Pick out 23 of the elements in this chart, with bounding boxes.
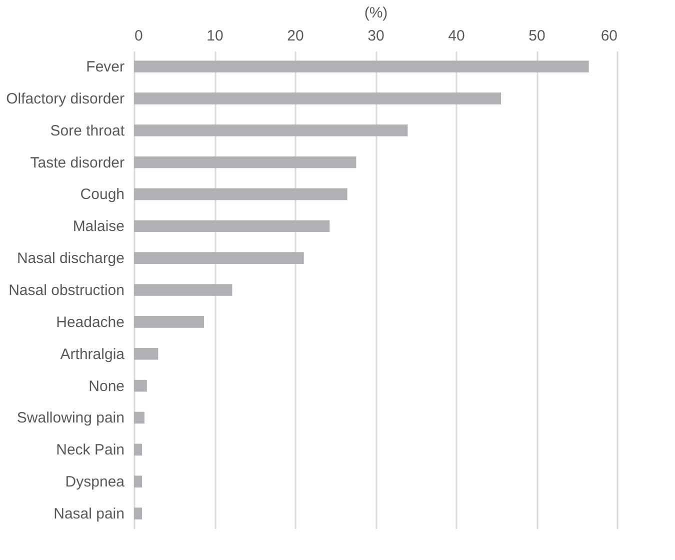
x-tick-label: 30 — [368, 28, 384, 44]
y-tick-label: None — [88, 378, 124, 395]
x-tick-label: 50 — [528, 28, 546, 44]
y-tick-label: Malaise — [72, 218, 124, 236]
y-tick-label: Nasal discharge — [16, 250, 124, 268]
x-tick-label: 40 — [448, 28, 465, 44]
x-axis-title: (%) — [364, 4, 388, 22]
y-tick-label: Taste disorder — [30, 154, 124, 172]
y-tick-label: Arthralgia — [60, 346, 126, 363]
y-tick-label: Fever — [86, 58, 125, 76]
y-tick-label: Swallowing pain — [16, 410, 124, 427]
y-tick-label: Dyspnea — [65, 474, 126, 491]
y-tick-label: Sore throat — [50, 122, 126, 140]
x-tick-label: 60 — [600, 28, 618, 44]
y-tick-label: Headache — [56, 314, 124, 331]
y-tick-label: Nasal pain — [54, 506, 124, 523]
y-tick-label: Neck Pain — [56, 442, 124, 459]
y-tick-label: Olfactory disorder — [6, 90, 125, 108]
x-tick-label: 20 — [287, 28, 304, 44]
x-tick-label: 10 — [206, 28, 224, 44]
y-tick-label: Nasal obstruction — [8, 282, 124, 299]
x-tick-label: 0 — [134, 28, 143, 44]
y-tick-label: Cough — [80, 186, 124, 204]
